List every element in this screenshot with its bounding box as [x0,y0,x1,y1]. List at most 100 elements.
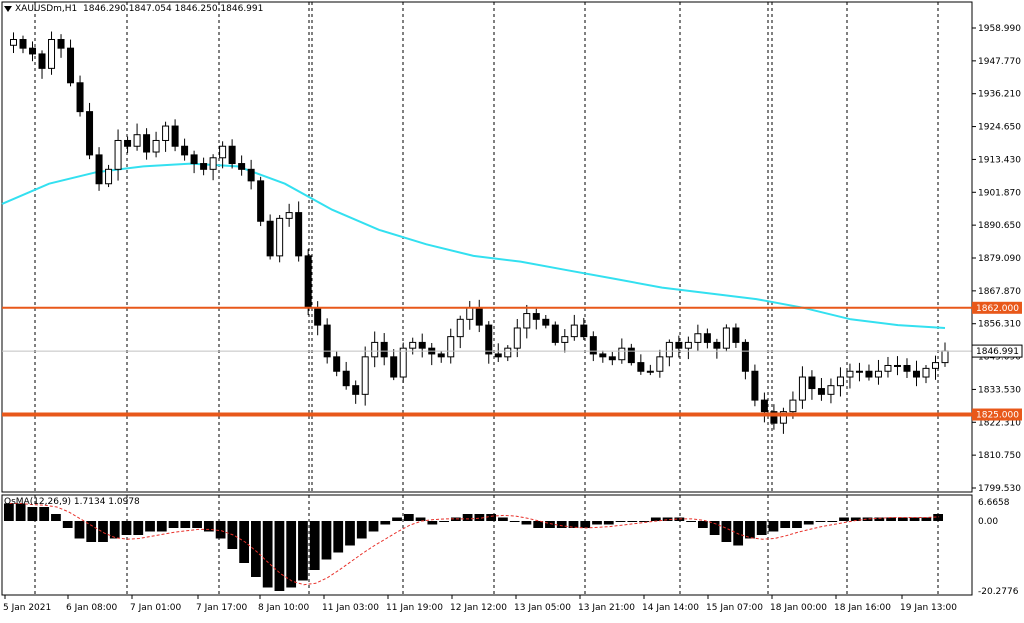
candle-body [95,154,103,185]
candle [295,201,303,262]
candle-body [903,364,911,372]
candle [247,159,255,190]
level-price-tag [972,408,1022,421]
candle [561,329,569,353]
osma-histogram-bar [109,521,120,539]
ohlc-values: 1846.290 1847.054 1846.250 1846.991 [83,4,264,14]
candle [76,75,84,117]
candle-body [846,370,854,378]
level-price-label: 1825.000 [976,411,1019,421]
candle [532,308,540,330]
candle-body [523,313,531,329]
candle-body [931,362,939,369]
osma-histogram-bar [897,517,908,521]
osma-histogram-bar [62,521,73,528]
candle-body [200,163,208,170]
osma-histogram-bar [345,521,355,546]
candle-body [371,341,379,358]
candle-body [390,356,398,378]
candle [228,139,236,169]
candle [722,324,730,352]
symbol-label: XAUUSDm,H1 [15,4,78,14]
time-axis-label: 18 Jan 16:00 [834,603,891,613]
time-axis-label: 8 Jan 10:00 [258,603,310,613]
osma-histogram-bar [274,521,285,591]
candle-body [352,385,360,395]
candle [770,404,778,430]
osma-histogram-bar [709,521,720,535]
osma-histogram-bar [768,521,779,532]
candle-body [798,376,806,401]
candle-body [789,399,797,413]
candle [371,331,379,368]
candle [342,361,350,390]
candle-body [855,370,863,373]
time-axis-label: 12 Jan 12:00 [450,603,507,613]
candle-body [304,255,312,309]
price-tick-label: 1799.530 [978,484,1021,494]
candle-body [76,82,84,113]
osma-histogram-bar [874,517,885,521]
osma-histogram-bar [262,521,273,588]
osc-scale-zero: 0.00 [978,517,998,527]
candle-body [817,388,825,395]
price-tick-label: 1936.210 [978,90,1021,100]
price-tick-label: 1890.650 [978,221,1021,231]
price-tick-label: 1958.990 [978,24,1021,34]
candle [751,364,759,407]
oscillator-header: OsMA(12,26,9) 1.7134 1.0978 [4,497,140,507]
osc-scale-bottom: -20.2776 [978,587,1019,597]
candle-body [162,125,170,141]
osma-histogram-bar [474,514,485,521]
osma-histogram-bar [592,521,602,525]
candle-body [694,333,702,343]
candle-body [29,47,37,55]
candle [209,154,217,181]
osma-histogram-bar [192,521,202,528]
candle-body [513,327,521,349]
candle [760,392,768,423]
candle-body [181,145,189,156]
collapse-triangle-icon[interactable] [4,5,12,12]
candle-body [333,356,341,372]
candle [694,324,702,351]
candle-body [57,39,65,49]
candle-body [912,370,920,378]
candle [67,39,75,87]
candle-body [48,39,56,69]
candle [456,315,464,349]
candle [418,333,426,358]
candle-body [86,111,94,156]
candle [846,363,854,389]
candle [105,164,113,188]
candle-body [257,180,265,222]
osma-histogram-bar [39,507,50,521]
price-tick-label: 1879.090 [978,254,1021,264]
osma-histogram-bar [733,521,744,546]
candle-body [38,53,46,69]
candle [893,356,901,376]
candle [941,342,949,367]
candle-body [656,356,664,372]
candle [124,136,132,153]
osma-histogram-bar [203,521,214,532]
time-axis-label: 13 Jan 21:00 [578,603,635,613]
candle-body [314,307,322,326]
candle-body [580,324,588,338]
candle-body [209,157,217,170]
time-axis-label: 11 Jan 19:00 [386,603,443,613]
osma-histogram-bar [251,521,261,577]
candle [276,215,284,263]
osma-histogram-bar [650,517,661,521]
osma-histogram-bar [98,521,108,542]
candle [57,34,65,58]
candle [114,129,122,181]
candle-body [675,341,683,349]
time-axis-label: 13 Jan 05:00 [514,603,571,613]
candle [409,337,417,355]
level-price-label: 1862.000 [976,304,1019,314]
candle [684,336,692,360]
osma-signal-line [9,503,940,586]
